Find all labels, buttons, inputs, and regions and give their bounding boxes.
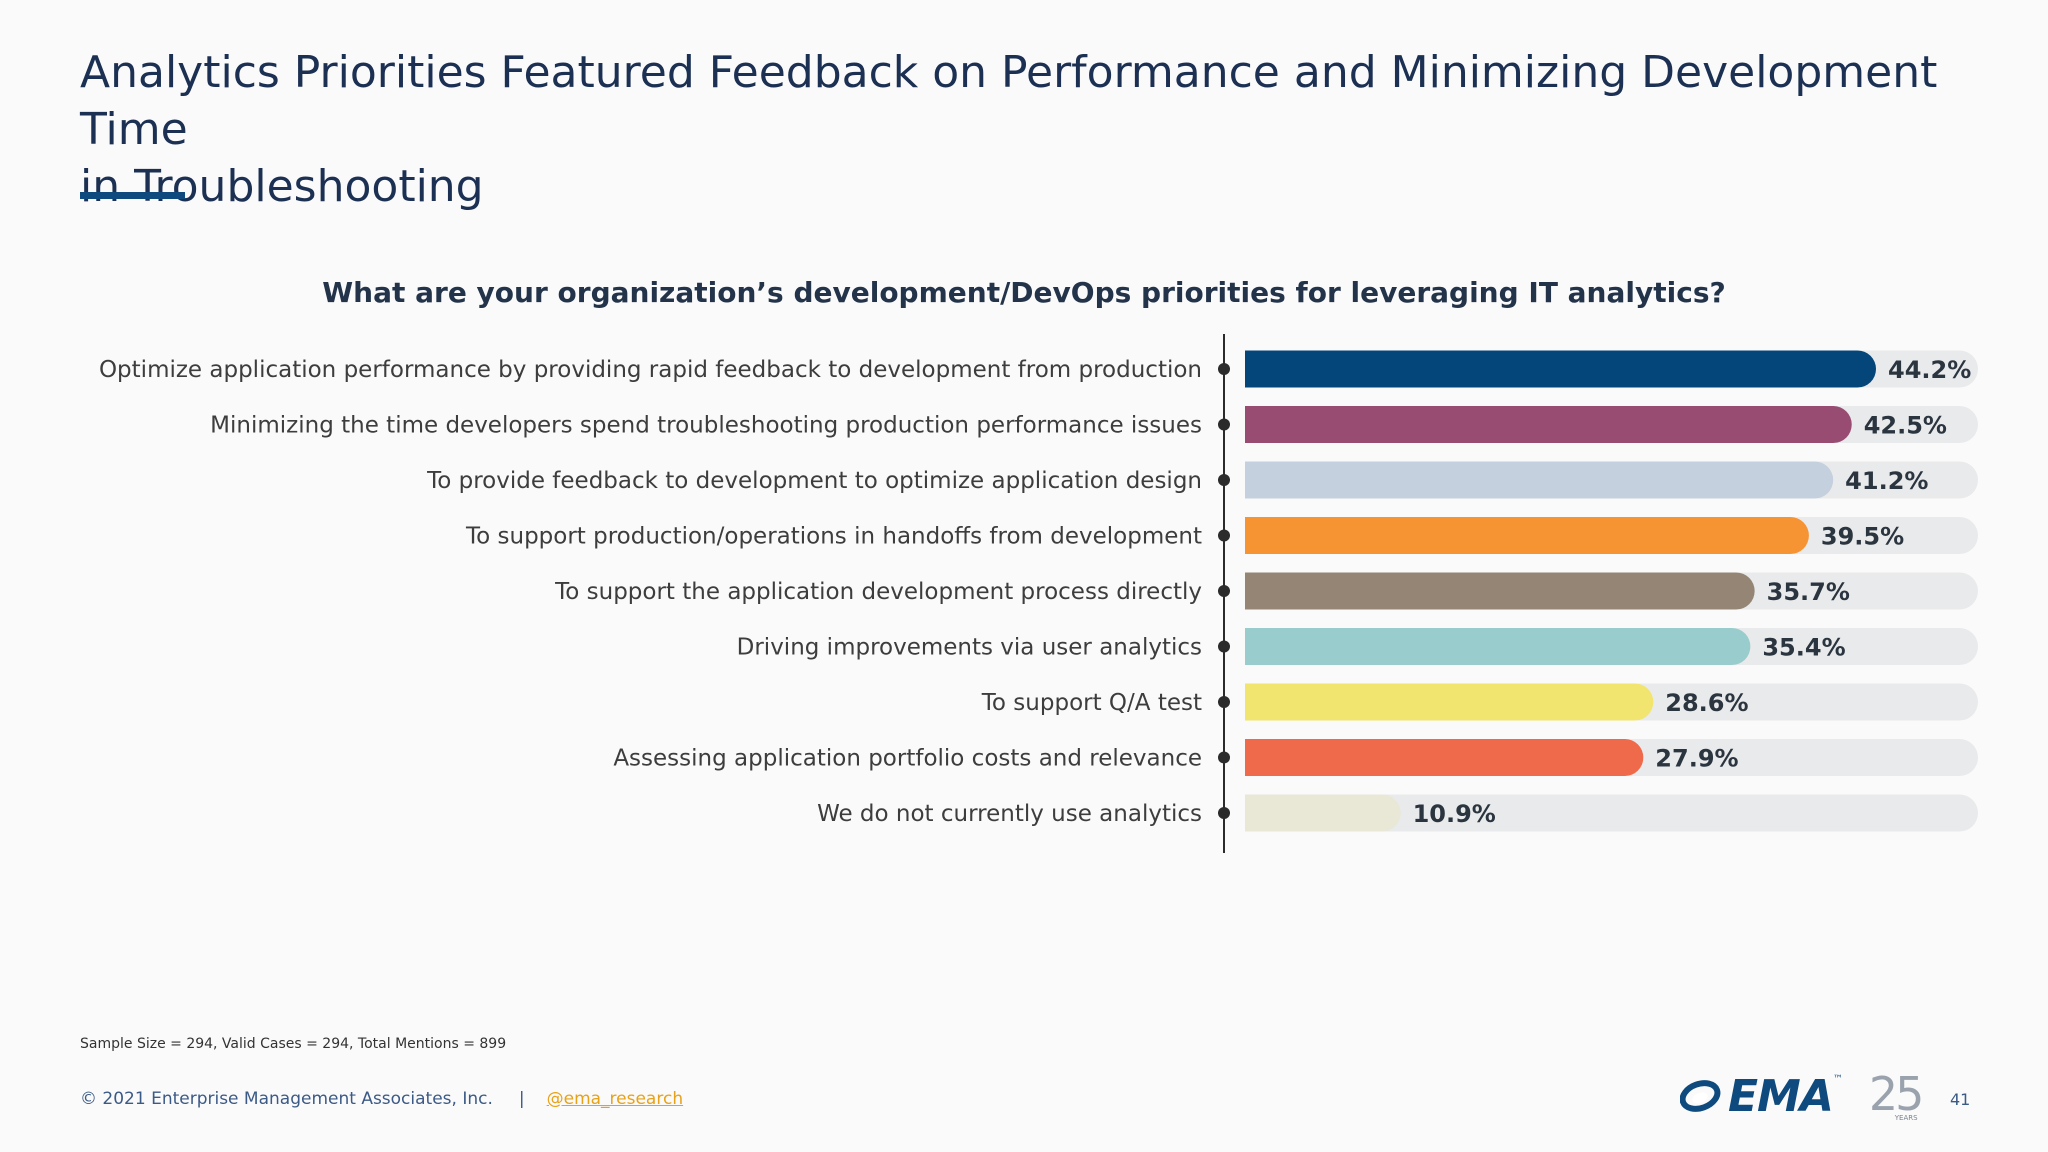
chart-title: What are your organization’s development… xyxy=(322,276,1726,309)
axis-marker-dot xyxy=(1218,585,1230,597)
bar-left-cap xyxy=(1245,794,1264,832)
ema-logo-text: EMA xyxy=(1728,1070,1834,1122)
category-label: Optimize application performance by prov… xyxy=(99,357,1202,383)
category-label: We do not currently use analytics xyxy=(817,801,1202,827)
axis-marker-dot xyxy=(1218,418,1230,431)
axis-marker-dot xyxy=(1218,696,1230,708)
axis-marker-dot xyxy=(1218,751,1230,764)
axis-marker-dot xyxy=(1218,807,1230,819)
bar-left-cap xyxy=(1245,406,1264,443)
ema-swoosh-icon xyxy=(1680,1076,1726,1116)
category-label: Driving improvements via user analytics xyxy=(737,635,1202,661)
bar xyxy=(1245,794,1401,832)
bar xyxy=(1245,628,1751,665)
bar xyxy=(1245,739,1644,776)
ema-25-years-logo: EMA ™ 25 YEARS xyxy=(1680,1064,1925,1128)
value-label: 28.6% xyxy=(1665,689,1748,717)
bar-left-cap xyxy=(1245,739,1264,776)
value-label: 35.7% xyxy=(1767,578,1850,606)
axis-marker-dot xyxy=(1218,529,1230,542)
bar-chart: Optimize application performance by prov… xyxy=(99,334,1978,853)
category-label: To support Q/A test xyxy=(981,690,1202,716)
axis-marker-dot xyxy=(1218,363,1230,375)
bar-left-cap xyxy=(1245,683,1264,721)
footer: © 2021 Enterprise Management Associates,… xyxy=(80,1089,683,1109)
bar-left-cap xyxy=(1245,517,1264,554)
page-number: 41 xyxy=(1950,1090,1971,1109)
social-handle-link[interactable]: @ema_research xyxy=(546,1089,684,1109)
category-label: To support production/operations in hand… xyxy=(465,524,1202,550)
value-label: 42.5% xyxy=(1864,412,1947,440)
sample-size-footnote: Sample Size = 294, Valid Cases = 294, To… xyxy=(80,1036,507,1052)
bar-track xyxy=(1245,794,1978,832)
axis-marker-dot xyxy=(1218,474,1230,486)
value-label: 27.9% xyxy=(1655,745,1738,773)
anniversary-word: YEARS xyxy=(1894,1113,1918,1122)
value-label: 39.5% xyxy=(1821,523,1904,551)
slide-title: Analytics Priorities Featured Feedback o… xyxy=(80,47,1938,212)
bar-left-cap xyxy=(1245,350,1264,388)
value-label: 41.2% xyxy=(1845,467,1928,495)
bar xyxy=(1245,350,1876,388)
value-label: 44.2% xyxy=(1888,356,1971,384)
bar xyxy=(1245,406,1852,443)
copyright-text: © 2021 Enterprise Management Associates,… xyxy=(80,1089,493,1109)
footer-separator: | xyxy=(518,1089,525,1109)
value-label: 10.9% xyxy=(1413,800,1496,828)
axis-marker-dot xyxy=(1218,640,1230,653)
category-label: To provide feedback to development to op… xyxy=(426,468,1202,494)
value-label: 35.4% xyxy=(1762,634,1845,662)
bar-left-cap xyxy=(1245,461,1264,499)
anniversary-badge: 25 YEARS xyxy=(1868,1066,1925,1122)
bar xyxy=(1245,572,1755,610)
bar xyxy=(1245,517,1809,554)
category-label: To support the application development p… xyxy=(554,579,1202,605)
bar xyxy=(1245,461,1834,499)
title-underline xyxy=(80,192,185,199)
bar-left-cap xyxy=(1245,572,1264,610)
category-label: Minimizing the time developers spend tro… xyxy=(210,413,1202,439)
bar xyxy=(1245,683,1654,721)
bar-left-cap xyxy=(1245,628,1264,665)
anniversary-number: 25 xyxy=(1868,1066,1925,1121)
trademark-mark: ™ xyxy=(1832,1074,1843,1085)
category-label: Assessing application portfolio costs an… xyxy=(613,746,1202,772)
